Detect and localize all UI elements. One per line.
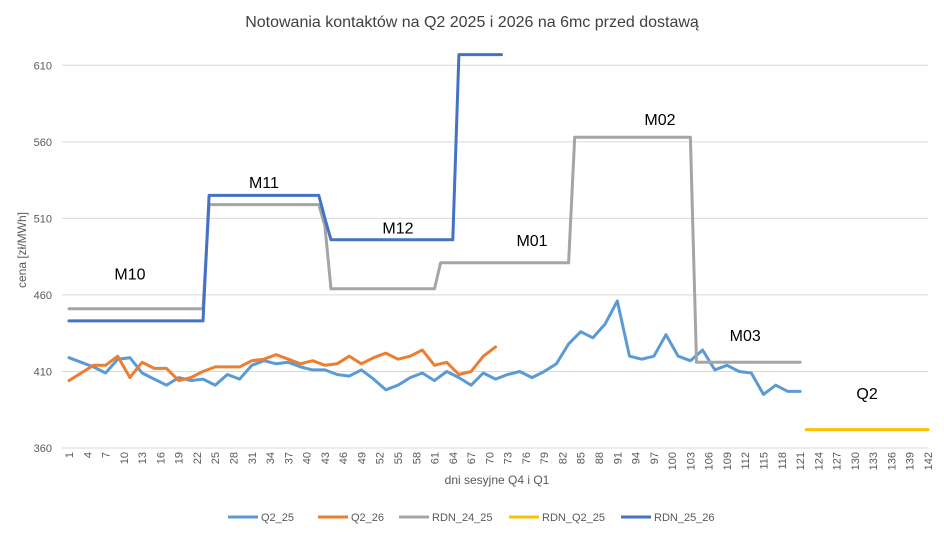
x-tick-label: 97 xyxy=(649,452,661,464)
x-tick-label: 91 xyxy=(612,452,624,464)
series-line-rdn-25-26 xyxy=(67,53,503,323)
annotation-m10: M10 xyxy=(114,267,145,284)
x-tick-label: 58 xyxy=(411,452,423,464)
x-tick-label: 46 xyxy=(338,452,350,464)
x-axis-label: dni sesyjne Q4 i Q1 xyxy=(445,473,550,487)
annotation-m03: M03 xyxy=(730,328,761,345)
x-tick-label: 85 xyxy=(576,452,588,464)
x-tick-label: 73 xyxy=(503,452,515,464)
x-tick-label: 1 xyxy=(64,452,76,458)
y-tick-label: 560 xyxy=(34,137,52,149)
legend-item-q2-25: Q2_25 xyxy=(228,512,294,524)
x-tick-label: 55 xyxy=(393,452,405,464)
annotation-m02: M02 xyxy=(644,112,675,129)
x-tick-label: 103 xyxy=(685,452,697,470)
annotation-q2: Q2 xyxy=(856,386,877,403)
x-tick-label: 121 xyxy=(795,452,807,470)
y-tick-label: 460 xyxy=(34,290,52,302)
x-tick-label: 64 xyxy=(448,452,460,464)
x-tick-label: 88 xyxy=(594,452,606,464)
legend-label: Q2_25 xyxy=(261,512,294,524)
x-tick-label: 40 xyxy=(302,452,314,464)
legend-item-q2-26: Q2_26 xyxy=(318,512,384,524)
x-tick-label: 19 xyxy=(174,452,186,464)
x-tick-label: 28 xyxy=(228,452,240,464)
x-tick-label: 76 xyxy=(521,452,533,464)
y-tick-label: 360 xyxy=(34,443,52,455)
legend-item-rdn-25-26: RDN_25_26 xyxy=(621,512,715,524)
x-tick-label: 49 xyxy=(356,452,368,464)
x-tick-label: 22 xyxy=(192,452,204,464)
x-tick-label: 4 xyxy=(82,452,94,458)
x-tick-label: 37 xyxy=(283,452,295,464)
x-tick-label: 118 xyxy=(777,452,789,470)
x-tick-label: 31 xyxy=(247,452,259,464)
x-tick-label: 13 xyxy=(137,452,149,464)
legend-label: Q2_26 xyxy=(351,512,384,524)
x-tick-label: 52 xyxy=(375,452,387,464)
legend-label: RDN_25_26 xyxy=(654,512,715,524)
x-tick-label: 139 xyxy=(905,452,917,470)
y-axis-label: cena [zł/MWh] xyxy=(15,212,29,288)
x-tick-label: 79 xyxy=(539,452,551,464)
x-tick-label: 124 xyxy=(813,452,825,470)
x-tick-label: 133 xyxy=(868,452,880,470)
y-tick-label: 510 xyxy=(34,213,52,225)
x-tick-label: 70 xyxy=(484,452,496,464)
x-tick-label: 94 xyxy=(631,452,643,464)
x-tick-label: 7 xyxy=(101,452,113,458)
x-tick-label: 43 xyxy=(320,452,332,464)
legend-label: RDN_Q2_25 xyxy=(542,512,605,524)
y-tick-label: 610 xyxy=(34,60,52,72)
x-tick-label: 136 xyxy=(886,452,898,470)
annotation-m11: M11 xyxy=(249,175,279,192)
series-line-rdn-24-25 xyxy=(67,135,802,364)
x-tick-label: 142 xyxy=(923,452,935,470)
legend-label: RDN_24_25 xyxy=(432,512,493,524)
x-tick-label: 109 xyxy=(722,452,734,470)
x-tick-label: 115 xyxy=(759,452,771,470)
x-tick-label: 106 xyxy=(704,452,716,470)
x-tick-label: 127 xyxy=(832,452,844,470)
series-line-q2-26 xyxy=(67,345,497,383)
x-tick-label: 67 xyxy=(466,452,478,464)
x-tick-label: 130 xyxy=(850,452,862,470)
series-lines xyxy=(67,53,930,432)
legend-item-rdn-24-25: RDN_24_25 xyxy=(399,512,493,524)
y-axis-ticks: 360 410 460 510 560 610 xyxy=(34,60,52,455)
x-tick-label: 34 xyxy=(265,452,277,464)
chart-title: Notowania kontaktów na Q2 2025 i 2026 na… xyxy=(245,14,699,31)
x-axis-ticks: 1 4 7 10 13 16 19 22 25 28 31 34 37 40 43 46 49 52 55 58 61 6… xyxy=(64,452,935,470)
annotations: M10 M11 M12 M01 M02 M03 Q2 xyxy=(114,112,877,403)
x-tick-label: 82 xyxy=(557,452,569,464)
x-tick-label: 112 xyxy=(740,452,752,470)
series-line-q2-25 xyxy=(67,299,802,396)
legend-item-rdn-q2-25: RDN_Q2_25 xyxy=(509,512,605,524)
x-tick-label: 25 xyxy=(210,452,222,464)
annotation-m12: M12 xyxy=(382,221,413,238)
y-tick-label: 410 xyxy=(34,366,52,378)
legend: Q2_25 Q2_26 RDN_24_25 RDN_Q2_25 RDN_25_26 xyxy=(228,512,715,524)
annotation-m01: M01 xyxy=(516,233,547,250)
x-tick-label: 16 xyxy=(155,452,167,464)
x-tick-label: 100 xyxy=(667,452,679,470)
x-tick-label: 61 xyxy=(430,452,442,464)
x-tick-label: 10 xyxy=(119,452,131,464)
